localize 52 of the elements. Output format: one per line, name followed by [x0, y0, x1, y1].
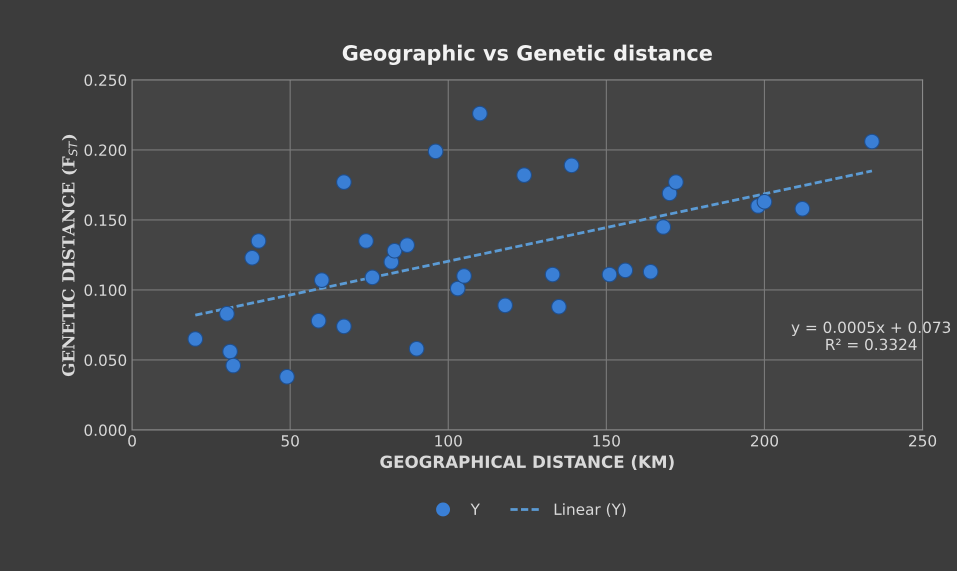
- point: [668, 174, 684, 190]
- point: [399, 237, 415, 253]
- y-tick-label: 0.250: [84, 74, 126, 86]
- legend-label: Y: [470, 504, 480, 515]
- x-tick-label: 0: [128, 435, 136, 447]
- point: [222, 344, 238, 360]
- x-tick-label: 200: [750, 435, 778, 447]
- chart-title: Geographic vs Genetic distance: [342, 44, 712, 65]
- y-tick-label: 0.000: [84, 424, 126, 436]
- point: [358, 233, 374, 249]
- point: [551, 298, 567, 315]
- point: [756, 194, 772, 210]
- point: [655, 219, 672, 235]
- y-tick-label: 0.050: [84, 354, 126, 366]
- point: [386, 242, 402, 259]
- annotation: y = 0.0005x + 0.073 R² = 0.3324: [791, 322, 950, 350]
- point: [187, 331, 204, 347]
- point: [219, 306, 235, 322]
- point: [642, 264, 658, 280]
- point: [662, 186, 678, 202]
- y-axis-title: GENETIC DISTANCE (F$_{ST}$): [62, 134, 78, 376]
- x-axis-title: GEOGRAPHICAL DISTANCE (KM): [380, 455, 674, 470]
- x-tick-label: 150: [593, 435, 620, 447]
- x-tick-label: 50: [282, 435, 299, 447]
- point: [544, 266, 560, 282]
- point: [244, 250, 260, 266]
- point: [336, 174, 352, 190]
- point: [617, 262, 634, 278]
- point: [516, 167, 532, 183]
- legend-label: Linear (Y): [554, 503, 626, 517]
- point: [250, 233, 266, 249]
- point: [314, 272, 330, 288]
- point: [602, 266, 618, 282]
- x-tick-label: 250: [909, 435, 936, 447]
- x-tick-label: 100: [435, 435, 462, 447]
- point: [472, 106, 488, 122]
- point: [310, 312, 326, 329]
- point: [336, 318, 352, 334]
- y-tick-label: 0.200: [84, 144, 126, 156]
- point: [456, 268, 472, 284]
- point: [864, 134, 880, 150]
- point: [364, 270, 380, 286]
- point: [564, 158, 580, 174]
- point: [450, 280, 466, 296]
- point: [225, 358, 242, 374]
- point: [497, 298, 514, 314]
- y-tick-label: 0.150: [84, 214, 126, 226]
- y-tick-label: 0.100: [84, 284, 126, 296]
- point: [794, 200, 810, 217]
- point: [428, 144, 444, 160]
- point: [279, 368, 295, 385]
- point: [408, 340, 424, 357]
